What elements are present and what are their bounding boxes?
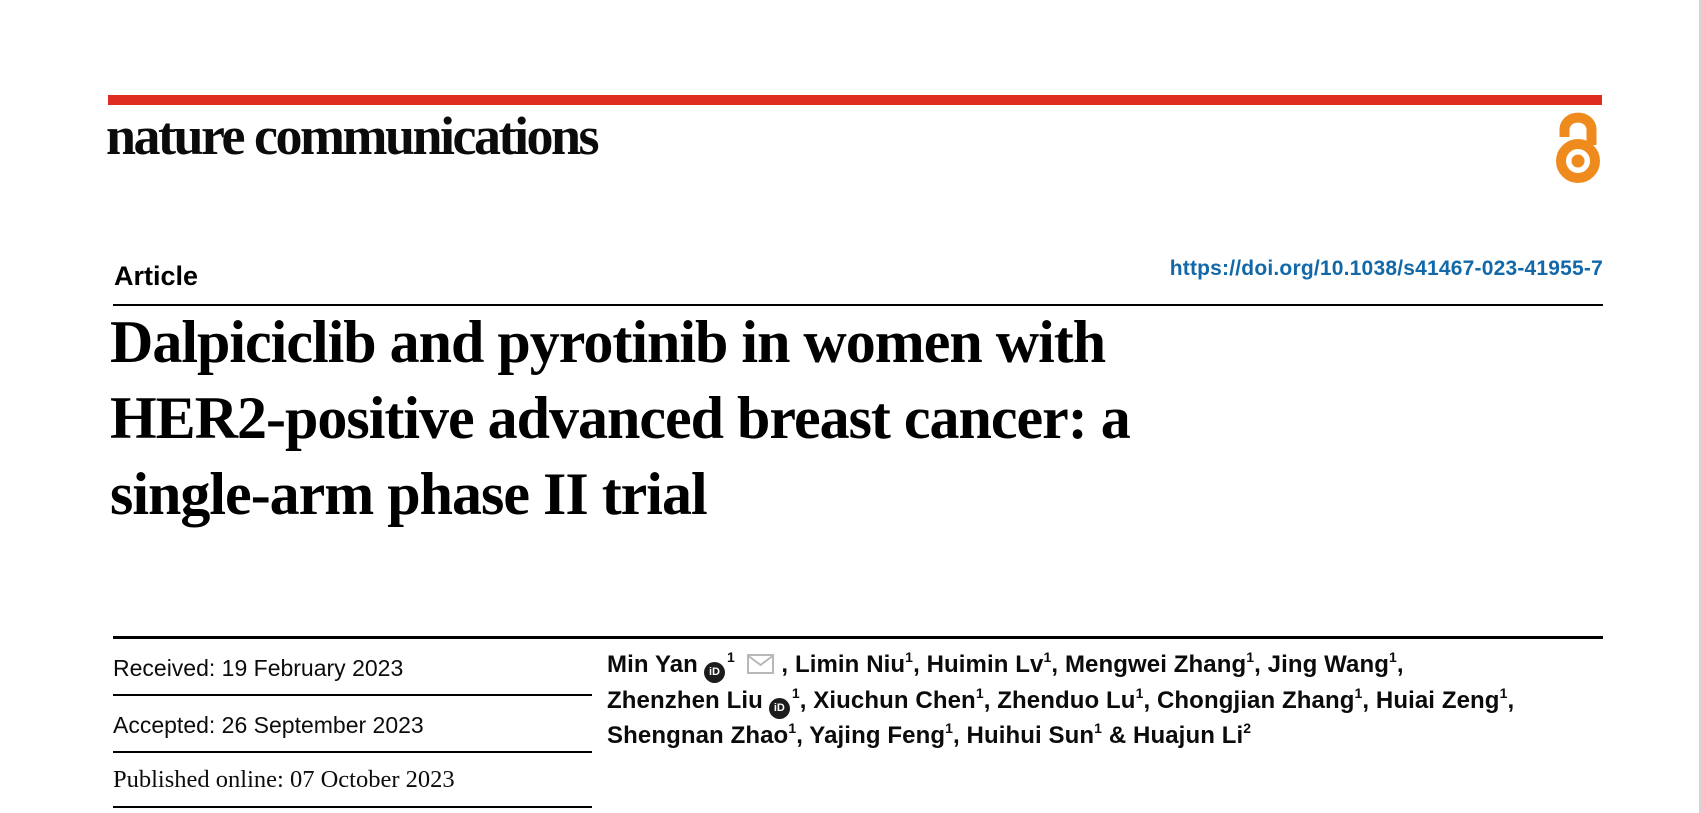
masthead-bar <box>108 95 1602 105</box>
affiliation-superscript: 1 <box>945 719 953 736</box>
article-title-line: single-arm phase II trial <box>110 461 708 527</box>
journal-wordmark: nature communications <box>106 106 600 166</box>
affiliation-superscript: 1 <box>1389 649 1397 665</box>
affiliation-superscript: 1 <box>791 685 800 701</box>
affiliation-superscript: 1 <box>788 719 797 736</box>
affiliation-superscript: 2 <box>1243 719 1252 736</box>
timeline-divider <box>113 694 592 696</box>
author-line: Zhenzhen Liu iD1, Xiuchun Chen1, Zhenduo … <box>607 684 1617 719</box>
header-divider <box>113 304 1603 306</box>
timeline-divider <box>113 806 592 808</box>
affiliation-superscript: 1 <box>1246 649 1255 665</box>
affiliation-superscript: 1 <box>975 685 984 701</box>
page-edge <box>1699 0 1701 813</box>
orcid-icon[interactable]: iD <box>703 661 725 683</box>
timeline-divider <box>113 751 592 753</box>
affiliation-superscript: 1 <box>1094 719 1103 736</box>
author-list: Min Yan iD1 , Limin Niu1, Huimin Lv1, Men… <box>607 648 1617 753</box>
article-type-label: Article <box>114 261 199 291</box>
affiliation-superscript: 1 <box>1499 685 1508 701</box>
received-date: Received: 19 February 2023 <box>113 655 404 681</box>
article-title: Dalpiciclib and pyrotinib in women with … <box>110 304 1450 532</box>
published-date: Published online: 07 October 2023 <box>113 766 455 793</box>
article-title-line: HER2-positive advanced breast cancer: a <box>110 385 1131 451</box>
orcid-icon[interactable]: iD <box>768 697 790 719</box>
affiliation-superscript: 1 <box>905 649 914 665</box>
accepted-date: Accepted: 26 September 2023 <box>113 712 424 738</box>
email-icon[interactable] <box>746 650 774 684</box>
author-line: Shengnan Zhao1, Yajing Feng1, Huihui Sun… <box>607 719 1252 749</box>
affiliation-superscript: 1 <box>726 649 735 665</box>
author-line: Min Yan iD1 , Limin Niu1, Huimin Lv1, Men… <box>607 648 1617 684</box>
open-access-padlock-icon <box>1556 111 1600 183</box>
affiliation-superscript: 1 <box>1135 685 1144 701</box>
affiliation-superscript: 1 <box>1354 685 1363 701</box>
main-divider <box>113 636 1603 639</box>
article-title-line: Dalpiciclib and pyrotinib in women with <box>110 309 1106 375</box>
affiliation-superscript: 1 <box>1043 649 1052 665</box>
doi-link[interactable]: https://doi.org/10.1038/s41467-023-41955… <box>1169 257 1603 280</box>
